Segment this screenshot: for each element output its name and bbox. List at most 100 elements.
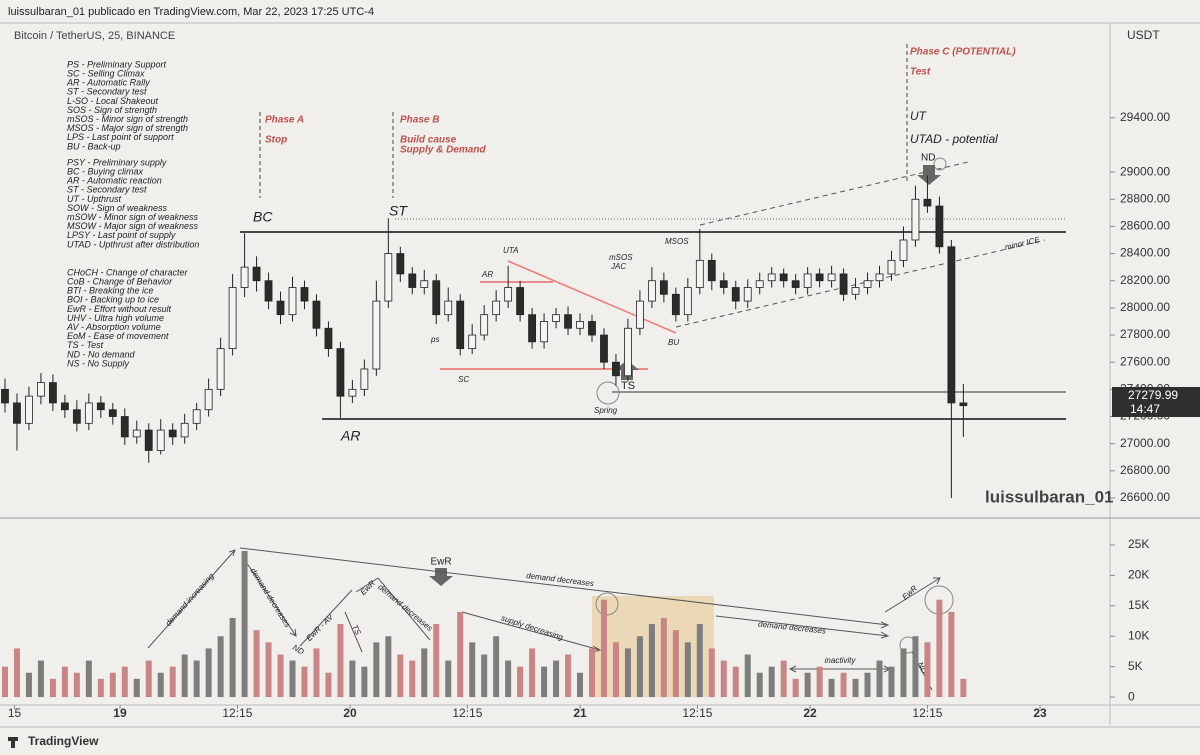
annotation: mSOS xyxy=(609,253,633,262)
annotation: Supply & Demand xyxy=(400,145,486,156)
volume-bar xyxy=(900,648,907,698)
annotation: UTAD - potential xyxy=(910,132,998,146)
volume-bar xyxy=(553,660,560,698)
volume-bar xyxy=(445,660,452,698)
x-tick-label: 23 xyxy=(1033,706,1047,720)
candle-body xyxy=(300,287,309,302)
arrow xyxy=(884,577,941,613)
arrow xyxy=(299,589,353,647)
candle-body xyxy=(288,287,297,316)
volume-bar xyxy=(948,611,955,698)
x-tick-label: 22 xyxy=(803,706,817,720)
glossary-line: SC - Selling Climax xyxy=(67,68,145,78)
candle-body xyxy=(420,280,429,288)
annotation: ps xyxy=(430,335,439,344)
volume-bar xyxy=(25,672,32,698)
volume-bar xyxy=(696,624,703,698)
annotation: MSOS xyxy=(665,237,689,246)
candle-body xyxy=(372,300,381,370)
volume-bar xyxy=(121,666,128,698)
candle-body xyxy=(767,273,776,282)
last-price-box xyxy=(1112,387,1200,417)
candle-body xyxy=(588,321,596,336)
x-tick-label: 20 xyxy=(343,706,357,720)
candle-body xyxy=(839,273,848,295)
glossary-line: BU - Back-up xyxy=(67,141,121,151)
volume-bar xyxy=(253,630,260,698)
volume-bar xyxy=(85,660,92,698)
volume-bar xyxy=(660,617,667,698)
candle-body xyxy=(264,280,273,302)
volume-bar xyxy=(265,642,272,698)
volume-bar xyxy=(61,666,68,698)
volume-bar xyxy=(481,654,488,698)
glossary-line: CoB - Change of Behavior xyxy=(67,276,173,286)
candle-body xyxy=(312,300,321,329)
arrow xyxy=(344,611,363,653)
volume-tick-label: 25K xyxy=(1128,537,1149,551)
x-tick-label: 12:15 xyxy=(912,706,942,720)
candle-body xyxy=(947,246,956,404)
x-tick-label: 15 xyxy=(8,706,22,720)
y-tick-label: 28800.00 xyxy=(1120,191,1170,205)
candle-body xyxy=(408,273,417,288)
candle-body xyxy=(156,429,165,451)
volume-bar xyxy=(924,642,931,698)
drawings xyxy=(147,44,1066,691)
volume-bar xyxy=(109,672,116,698)
volume-bar xyxy=(277,654,284,698)
annotation: UTA xyxy=(503,246,518,255)
candle-body xyxy=(528,314,536,343)
glossary-line: SOS - Sign of strength xyxy=(67,105,157,115)
candle-body xyxy=(863,280,872,288)
candle-body xyxy=(659,280,668,295)
volume-bar xyxy=(145,660,152,698)
candle-body xyxy=(851,287,860,295)
x-tick-label: 12:15 xyxy=(222,706,252,720)
volume-bar xyxy=(205,648,212,698)
volume-bar xyxy=(13,648,20,698)
glossary-line: CHoCH - Change of character xyxy=(67,267,189,277)
candle-body xyxy=(276,300,285,316)
arrow-down xyxy=(917,165,941,185)
volume-bar xyxy=(385,636,392,698)
volume-bar xyxy=(37,660,44,698)
glossary-line: BOI - Backing up to ice xyxy=(67,295,159,305)
candle-body xyxy=(324,327,333,350)
candle-body xyxy=(743,287,752,302)
countdown: 14:47 xyxy=(1130,402,1160,416)
x-tick-label: 12:15 xyxy=(452,706,482,720)
volume-bar xyxy=(181,654,188,698)
candle-body xyxy=(396,253,405,275)
circle xyxy=(933,157,947,171)
candle-body xyxy=(959,402,968,407)
volume-tick-label: 0 xyxy=(1128,689,1135,703)
candle-body xyxy=(240,266,249,288)
annotation: Test xyxy=(910,67,931,78)
volume-annotation: inactivity xyxy=(825,656,857,665)
volume-bar xyxy=(493,636,500,698)
candle-body xyxy=(624,327,632,377)
x-tick-label: 19 xyxy=(113,706,127,720)
glossary-line: EoM - Ease of movement xyxy=(67,331,169,341)
candle-body xyxy=(252,266,261,282)
candle-body xyxy=(192,409,201,424)
volume-bar xyxy=(565,654,572,698)
arrow xyxy=(715,615,890,639)
volume-bar xyxy=(636,636,643,698)
red-line xyxy=(507,260,677,334)
glossary-line: L-SO - Local Shakeout xyxy=(67,96,159,106)
y-tick-label: 27000.00 xyxy=(1120,436,1170,450)
candle-body xyxy=(13,402,21,424)
x-tick-label: 21 xyxy=(573,706,587,720)
volume-bar xyxy=(588,648,595,698)
candle-body xyxy=(168,429,177,438)
volume-bar xyxy=(708,648,715,698)
volume-bar xyxy=(397,654,404,698)
volume-bar xyxy=(840,672,847,698)
volume-bar xyxy=(241,551,248,698)
candle-body xyxy=(120,416,129,438)
candle-body xyxy=(1,388,9,404)
